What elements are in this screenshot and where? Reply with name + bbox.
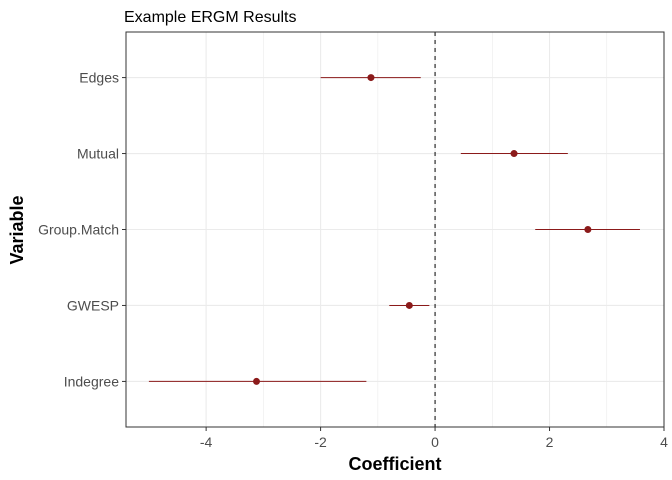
y-tick-label: Indegree — [64, 373, 119, 389]
y-tick-label: Group.Match — [38, 222, 119, 238]
y-axis-title: Variable — [7, 195, 27, 264]
estimate-point-gwesp — [405, 301, 413, 309]
estimate-point-indegree — [252, 377, 260, 385]
estimate-point-group-match — [584, 226, 592, 233]
estimate-point-mutual — [510, 150, 518, 158]
x-axis-title: Coefficient — [348, 454, 441, 474]
x-tick-label: -4 — [200, 434, 213, 450]
x-tick-label: 0 — [431, 434, 439, 450]
y-axis-ticks: Edges Mutual Group.Match GWESP Indegree — [38, 70, 126, 389]
y-tick-label: Edges — [79, 70, 119, 86]
x-tick-label: 4 — [660, 434, 668, 450]
estimate-point-edges — [367, 74, 375, 82]
x-tick-label: -2 — [314, 434, 327, 450]
y-tick-label: Mutual — [77, 146, 119, 162]
chart-title: Example ERGM Results — [124, 9, 297, 26]
estimate-points — [252, 74, 592, 385]
y-tick-label: GWESP — [67, 297, 119, 313]
x-tick-label: 2 — [546, 434, 554, 450]
x-axis-ticks: -4 -2 0 2 4 — [200, 427, 668, 450]
